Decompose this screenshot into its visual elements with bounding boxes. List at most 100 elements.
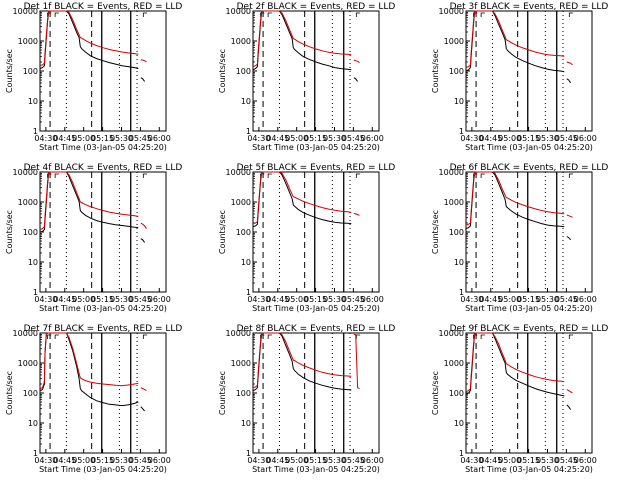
- x-tick-label: 05:00: [72, 134, 95, 143]
- x-tick-label: 05:45: [129, 134, 152, 143]
- panel-title: Det 1f BLACK = Events, RED = LLD: [24, 2, 183, 12]
- attenuator-marker: [568, 173, 574, 178]
- plot-frame: [465, 10, 593, 132]
- x-tick-label: 05:45: [555, 134, 578, 143]
- y-tick-label: 1000: [231, 359, 251, 368]
- x-tick-label: 05:00: [498, 134, 521, 143]
- x-tick-label: 05:45: [129, 295, 152, 304]
- x-tick-label: 05:00: [72, 456, 95, 465]
- x-tick-label: 05:30: [536, 456, 559, 465]
- attenuator-marker: [267, 173, 272, 178]
- y-tick-label: 10: [241, 258, 251, 267]
- x-tick-label: 05:30: [110, 134, 133, 143]
- x-tick-label: 06:00: [361, 456, 384, 465]
- x-tick-label: 04:45: [479, 295, 502, 304]
- attenuator-marker: [47, 334, 52, 339]
- x-tick-label: 05:00: [285, 295, 308, 304]
- series-events-line: [39, 171, 139, 233]
- y-tick-label: 1000: [231, 198, 251, 207]
- detector-panel: Det 7f BLACK = Events, RED = LLD 1 10 100 10…: [5, 324, 182, 474]
- y-tick-label: 10: [241, 97, 251, 106]
- y-tick-label: 10: [454, 419, 464, 428]
- panel-title: Det 2f BLACK = Events, RED = LLD: [237, 2, 396, 12]
- series-lld-line: [39, 332, 139, 390]
- series-lld-line: [465, 10, 565, 69]
- attenuator-marker: [480, 173, 485, 178]
- series-lld-tail: [140, 59, 147, 63]
- y-axis-label: Counts/sec: [5, 371, 14, 415]
- x-tick-label: 05:15: [304, 134, 327, 143]
- attenuator-marker: [480, 12, 485, 17]
- attenuator-marker: [267, 12, 272, 17]
- y-tick-label: 1000: [444, 37, 464, 46]
- y-axis-label: Counts/sec: [218, 371, 227, 415]
- x-tick-label: 05:00: [285, 456, 308, 465]
- y-tick-label: 10: [454, 97, 464, 106]
- y-axis-label: Counts/sec: [431, 371, 440, 415]
- series-lld-tail: [140, 387, 147, 392]
- x-axis-label: Start Time (03-Jan-05 04:25:20): [39, 143, 167, 152]
- series-events-line: [465, 10, 565, 73]
- y-axis-label: Counts/sec: [5, 49, 14, 93]
- series-lld-line: [465, 171, 565, 226]
- x-axis-label: Start Time (03-Jan-05 04:25:20): [39, 304, 167, 313]
- x-tick-label: 06:00: [361, 295, 384, 304]
- x-tick-label: 04:30: [247, 456, 270, 465]
- panel-title: Det 9f BLACK = Events, RED = LLD: [450, 324, 609, 334]
- y-axis-label: Counts/sec: [431, 49, 440, 93]
- x-tick-label: 05:00: [72, 295, 95, 304]
- series-lld-tail: [140, 222, 147, 229]
- y-tick-label: 10000: [226, 168, 251, 177]
- x-tick-label: 06:00: [148, 134, 171, 143]
- series-events-tail: [566, 78, 572, 84]
- x-tick-label: 05:45: [555, 295, 578, 304]
- y-tick-label: 10000: [439, 329, 464, 338]
- x-tick-label: 05:45: [342, 134, 365, 143]
- x-axis-label: Start Time (03-Jan-05 04:25:20): [465, 143, 593, 152]
- panel-title: Det 6f BLACK = Events, RED = LLD: [450, 163, 609, 173]
- y-axis-label: Counts/sec: [431, 210, 440, 254]
- x-tick-label: 05:30: [323, 134, 346, 143]
- attenuator-marker: [47, 12, 52, 17]
- x-tick-label: 05:15: [517, 134, 540, 143]
- series-events-line: [39, 332, 139, 407]
- x-tick-label: 05:45: [129, 456, 152, 465]
- y-tick-label: 100: [449, 228, 464, 237]
- x-tick-label: 04:30: [460, 456, 483, 465]
- series-events-tail: [140, 238, 146, 243]
- x-tick-label: 06:00: [148, 456, 171, 465]
- y-tick-label: 100: [23, 67, 38, 76]
- x-axis-label: Start Time (03-Jan-05 04:25:20): [252, 143, 380, 152]
- series-lld-line: [465, 332, 565, 393]
- y-axis-label: Counts/sec: [218, 210, 227, 254]
- attenuator-marker: [260, 12, 265, 17]
- y-tick-label: 10000: [13, 7, 38, 16]
- attenuator-marker: [355, 334, 361, 339]
- attenuator-marker: [473, 334, 478, 339]
- y-tick-label: 1: [459, 449, 464, 458]
- y-tick-label: 1: [459, 127, 464, 136]
- y-tick-label: 10: [454, 258, 464, 267]
- x-tick-label: 05:30: [110, 456, 133, 465]
- y-tick-label: 10000: [13, 168, 38, 177]
- y-tick-label: 1000: [18, 359, 38, 368]
- x-tick-label: 05:30: [536, 134, 559, 143]
- x-tick-label: 04:45: [266, 456, 289, 465]
- series-events-line: [465, 171, 565, 230]
- plot-frame: [252, 332, 380, 454]
- x-tick-label: 05:45: [342, 456, 365, 465]
- y-tick-label: 10000: [226, 329, 251, 338]
- attenuator-marker: [54, 12, 59, 17]
- y-tick-label: 10000: [226, 7, 251, 16]
- x-tick-label: 04:30: [460, 295, 483, 304]
- detector-panel: Det 1f BLACK = Events, RED = LLD 1 10 100 10…: [5, 2, 182, 152]
- x-tick-label: 05:30: [323, 295, 346, 304]
- series-events-line: [39, 10, 139, 70]
- y-tick-label: 1: [33, 449, 38, 458]
- attenuator-marker: [47, 173, 52, 178]
- x-tick-label: 05:15: [91, 134, 114, 143]
- x-tick-label: 06:00: [574, 134, 597, 143]
- y-tick-label: 100: [449, 389, 464, 398]
- y-tick-label: 1000: [231, 37, 251, 46]
